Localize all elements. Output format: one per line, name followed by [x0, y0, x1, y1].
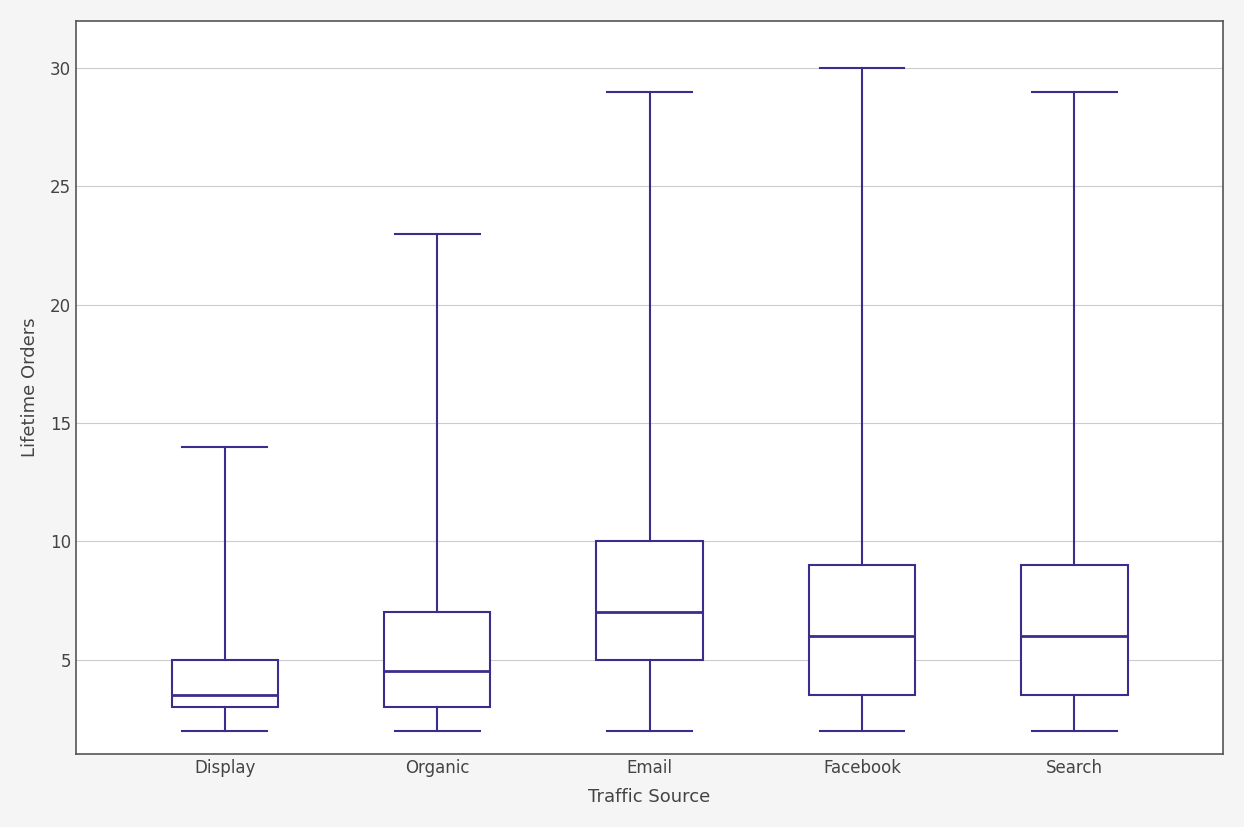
X-axis label: Traffic Source: Traffic Source: [588, 788, 710, 806]
FancyBboxPatch shape: [596, 542, 703, 660]
Y-axis label: Lifetime Orders: Lifetime Orders: [21, 318, 39, 457]
FancyBboxPatch shape: [172, 660, 277, 707]
FancyBboxPatch shape: [809, 565, 916, 695]
FancyBboxPatch shape: [384, 612, 490, 707]
FancyBboxPatch shape: [1021, 565, 1127, 695]
